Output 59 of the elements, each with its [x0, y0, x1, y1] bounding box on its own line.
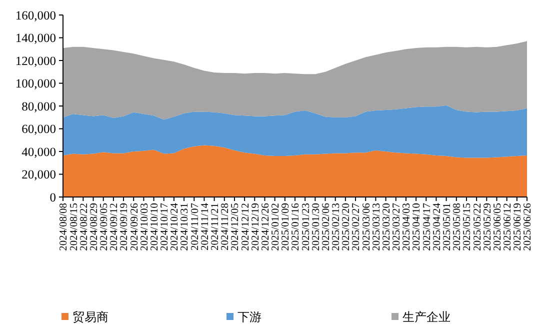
- x-tick-label: 2024/08/15: [68, 203, 80, 251]
- y-tick-label: 160,000: [15, 8, 56, 22]
- x-tick-label: 2024/10/17: [160, 203, 171, 251]
- y-tick-label: 140,000: [15, 31, 56, 46]
- x-tick-label: 2025/03/13: [371, 203, 382, 251]
- x-tick-label: 2024/09/26: [129, 203, 140, 251]
- x-tick-label: 2025/05/29: [482, 203, 494, 251]
- x-tick-label: 2025/02/27: [351, 203, 362, 251]
- y-tick-label: 20,000: [22, 168, 56, 182]
- x-tick-label: 2025/06/05: [492, 203, 504, 251]
- x-tick-label: 2024/12/26: [260, 203, 272, 251]
- x-tick-label: 2025/01/30: [310, 203, 322, 251]
- x-tick-label: 2025/04/03: [402, 203, 413, 251]
- y-tick-label: 100,000: [15, 76, 56, 91]
- x-tick-label: 2025/02/20: [341, 203, 352, 251]
- x-tick-label: 2025/01/09: [280, 203, 292, 251]
- x-tick-label: 2024/10/31: [180, 203, 191, 251]
- x-tick-label: 2025/03/27: [392, 203, 403, 251]
- x-tick-label: 2024/11/21: [210, 203, 221, 250]
- x-tick-label: 2024/12/19: [250, 203, 262, 251]
- x-tick-label: 2025/04/17: [422, 203, 433, 251]
- y-tick-label: 80,000: [22, 99, 56, 114]
- x-tick-label: 2025/04/10: [412, 203, 423, 251]
- x-tick-label: 2024/11/14: [200, 202, 211, 250]
- y-tick-label: 0: [50, 190, 56, 204]
- x-tick-label: 2024/10/03: [139, 203, 150, 251]
- x-tick-label: 2024/08/08: [58, 203, 70, 251]
- x-tick-label: 2025/01/16: [290, 203, 302, 251]
- x-tick-label: 2025/06/19: [512, 203, 524, 251]
- x-tick-label: 2024/12/12: [240, 203, 252, 251]
- x-tick-label: 2024/09/19: [119, 203, 130, 251]
- x-tick-label: 2024/09/12: [109, 203, 120, 251]
- y-tick-label: 60,000: [22, 122, 56, 136]
- x-tick-label: 2025/05/15: [462, 203, 474, 251]
- y-tick-label: 120,000: [15, 54, 56, 68]
- x-tick-label: 2024/12/05: [230, 203, 242, 251]
- x-tick-label: 2024/08/22: [78, 203, 90, 251]
- x-tick-label: 2025/06/26: [522, 203, 534, 251]
- x-tick-label: 2025/03/06: [361, 203, 372, 251]
- x-tick-label: 2025/03/20: [381, 203, 392, 251]
- y-tick-label: 40,000: [22, 144, 56, 159]
- x-tick-label: 2025/01/23: [300, 203, 312, 251]
- x-tick-label: 2024/10/24: [170, 202, 181, 251]
- legend-label: 贸易商: [72, 310, 108, 324]
- x-tick-label: 2024/08/29: [88, 203, 100, 251]
- x-tick-label: 2025/04/24: [432, 202, 443, 251]
- x-tick-label: 2025/05/01: [442, 203, 453, 251]
- x-tick-label: 2025/02/06: [320, 203, 332, 251]
- x-tick-label: 2025/02/13: [331, 203, 342, 251]
- x-tick-label: 2024/11/28: [220, 203, 232, 250]
- legend-label: 生产企业: [402, 310, 450, 324]
- x-tick-label: 2025/01/02: [270, 203, 282, 251]
- x-tick-label: 2024/11/07: [190, 203, 201, 250]
- x-tick-label: 2025/05/08: [452, 203, 464, 251]
- x-tick-label: 2024/10/10: [149, 203, 160, 251]
- x-tick-label: 2025/05/22: [472, 203, 484, 251]
- x-tick-label: 2025/06/12: [502, 203, 514, 251]
- legend-label: 下游: [238, 310, 262, 324]
- x-tick-label: 2024/09/05: [99, 203, 110, 251]
